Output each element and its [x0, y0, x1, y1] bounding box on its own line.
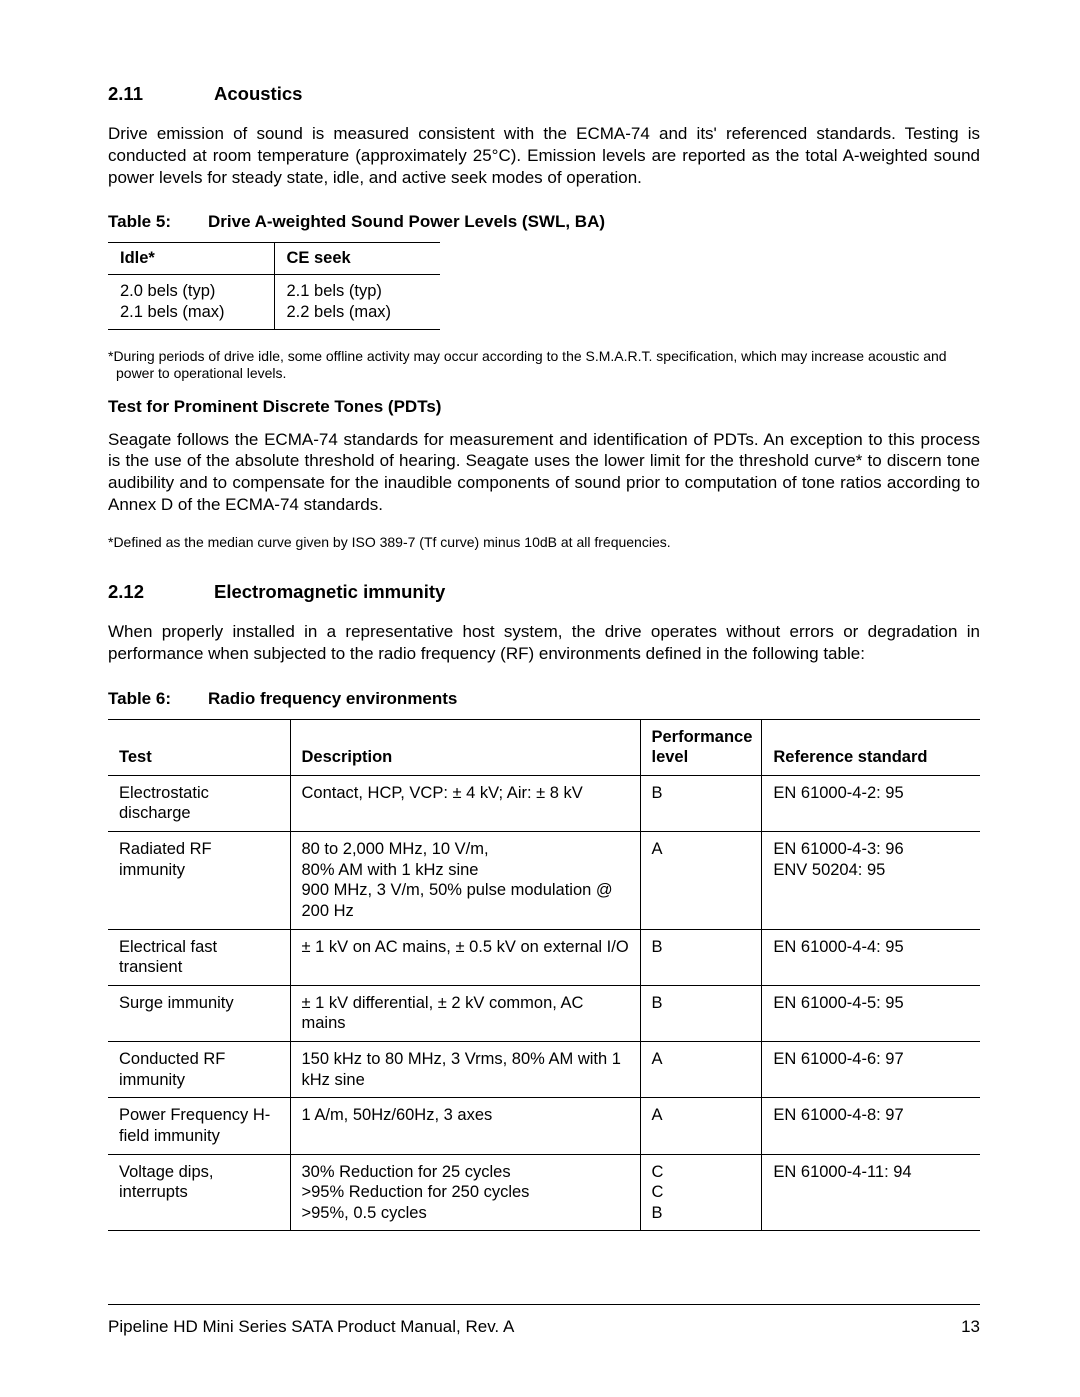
td-desc: Contact, HCP, VCP: ± 4 kV; Air: ± 8 kV: [290, 775, 640, 831]
pdt-footnote: *Defined as the median curve given by IS…: [108, 534, 980, 552]
pdt-heading: Test for Prominent Discrete Tones (PDTs): [108, 397, 980, 417]
table-number: Table 5:: [108, 212, 208, 232]
td-idle: 2.0 bels (typ) 2.1 bels (max): [108, 275, 274, 329]
table-row: Electrostatic dischargeContact, HCP, VCP…: [108, 775, 980, 831]
footer-left: Pipeline HD Mini Series SATA Product Man…: [108, 1317, 514, 1337]
table-row: Electrical fast transient± 1 kV on AC ma…: [108, 929, 980, 985]
td-ref: EN 61000-4-8: 97: [762, 1098, 980, 1154]
table5-caption: Table 5:Drive A-weighted Sound Power Lev…: [108, 212, 980, 232]
td-ref: EN 61000-4-4: 95: [762, 929, 980, 985]
td-perf: B: [640, 985, 762, 1041]
table-header-row: Idle* CE seek: [108, 243, 440, 275]
table-row: Radiated RF immunity80 to 2,000 MHz, 10 …: [108, 832, 980, 930]
td-perf: A: [640, 1098, 762, 1154]
table-title: Radio frequency environments: [208, 689, 457, 708]
td-ref: EN 61000-4-11: 94: [762, 1154, 980, 1231]
footnote-line: *During periods of drive idle, some offl…: [108, 348, 947, 364]
th-test: Test: [108, 719, 290, 775]
td-desc: ± 1 kV differential, ± 2 kV common, AC m…: [290, 985, 640, 1041]
section-title: Electromagnetic immunity: [214, 581, 445, 602]
td-perf: A: [640, 832, 762, 930]
page-content: 2.11Acoustics Drive emission of sound is…: [0, 0, 1080, 1231]
th-idle: Idle*: [108, 243, 274, 275]
td-test: Voltage dips, interrupts: [108, 1154, 290, 1231]
table6-caption: Table 6:Radio frequency environments: [108, 689, 980, 709]
page-footer: Pipeline HD Mini Series SATA Product Man…: [108, 1304, 980, 1337]
td-perf: B: [640, 929, 762, 985]
footnote-line: power to operational levels.: [108, 365, 286, 381]
th-perf: Performance level: [640, 719, 762, 775]
td-ref: EN 61000-4-5: 95: [762, 985, 980, 1041]
th-ref: Reference standard: [762, 719, 980, 775]
section-number: 2.11: [108, 83, 214, 105]
td-test: Electrostatic discharge: [108, 775, 290, 831]
table-row: Voltage dips, interrupts30% Reduction fo…: [108, 1154, 980, 1231]
cell-line: 2.2 bels (max): [287, 303, 392, 321]
section-211-heading: 2.11Acoustics: [108, 83, 980, 105]
table-row: 2.0 bels (typ) 2.1 bels (max) 2.1 bels (…: [108, 275, 440, 329]
td-ref: EN 61000-4-6: 97: [762, 1042, 980, 1098]
cell-line: 2.0 bels (typ): [120, 282, 215, 300]
cell-line: 2.1 bels (max): [120, 303, 225, 321]
th-ce: CE seek: [274, 243, 440, 275]
td-desc: 150 kHz to 80 MHz, 3 Vrms, 80% AM with 1…: [290, 1042, 640, 1098]
section-212-heading: 2.12Electromagnetic immunity: [108, 581, 980, 603]
td-ce: 2.1 bels (typ) 2.2 bels (max): [274, 275, 440, 329]
table5-footnote: *During periods of drive idle, some offl…: [108, 348, 980, 383]
table-row: Surge immunity± 1 kV differential, ± 2 k…: [108, 985, 980, 1041]
table6: Test Description Performance level Refer…: [108, 719, 980, 1232]
td-desc: 80 to 2,000 MHz, 10 V/m,80% AM with 1 kH…: [290, 832, 640, 930]
td-test: Radiated RF immunity: [108, 832, 290, 930]
td-test: Surge immunity: [108, 985, 290, 1041]
table-row: Conducted RF immunity150 kHz to 80 MHz, …: [108, 1042, 980, 1098]
td-ref: EN 61000-4-3: 96ENV 50204: 95: [762, 832, 980, 930]
table-header-row: Test Description Performance level Refer…: [108, 719, 980, 775]
td-ref: EN 61000-4-2: 95: [762, 775, 980, 831]
section-title: Acoustics: [214, 83, 302, 104]
cell-line: 2.1 bels (typ): [287, 282, 382, 300]
footer-right: 13: [961, 1317, 980, 1337]
td-desc: 30% Reduction for 25 cycles>95% Reductio…: [290, 1154, 640, 1231]
table-number: Table 6:: [108, 689, 208, 709]
td-test: Power Frequency H-field immunity: [108, 1098, 290, 1154]
td-desc: 1 A/m, 50Hz/60Hz, 3 axes: [290, 1098, 640, 1154]
td-perf: CCB: [640, 1154, 762, 1231]
pdt-paragraph: Seagate follows the ECMA-74 standards fo…: [108, 429, 980, 516]
th-desc: Description: [290, 719, 640, 775]
table-title: Drive A-weighted Sound Power Levels (SWL…: [208, 212, 605, 231]
td-perf: A: [640, 1042, 762, 1098]
td-test: Electrical fast transient: [108, 929, 290, 985]
section-212-paragraph: When properly installed in a representat…: [108, 621, 980, 665]
table-row: Power Frequency H-field immunity1 A/m, 5…: [108, 1098, 980, 1154]
td-desc: ± 1 kV on AC mains, ± 0.5 kV on external…: [290, 929, 640, 985]
table5: Idle* CE seek 2.0 bels (typ) 2.1 bels (m…: [108, 242, 440, 329]
td-perf: B: [640, 775, 762, 831]
section-number: 2.12: [108, 581, 214, 603]
section-211-paragraph: Drive emission of sound is measured cons…: [108, 123, 980, 188]
td-test: Conducted RF immunity: [108, 1042, 290, 1098]
